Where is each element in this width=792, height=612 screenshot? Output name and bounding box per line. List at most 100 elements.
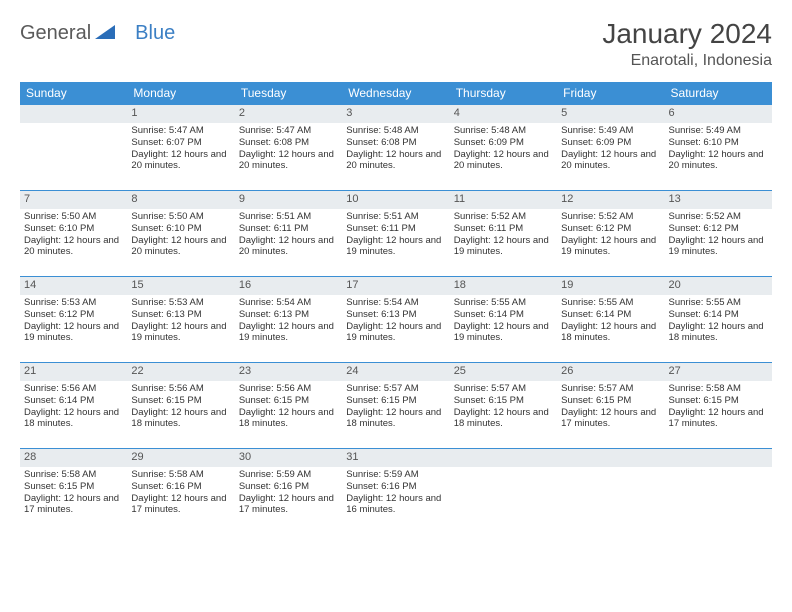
daylight-text: Daylight: 12 hours and 18 minutes. xyxy=(24,407,123,431)
sunrise-text: Sunrise: 5:49 AM xyxy=(561,125,660,137)
weekday-header: Sunday xyxy=(20,82,127,105)
sunset-text: Sunset: 6:07 PM xyxy=(131,137,230,149)
day-number: 31 xyxy=(342,449,449,467)
day-number: 6 xyxy=(665,105,772,123)
sunrise-text: Sunrise: 5:52 AM xyxy=(669,211,768,223)
day-number: 13 xyxy=(665,191,772,209)
calendar-cell: 28Sunrise: 5:58 AMSunset: 6:15 PMDayligh… xyxy=(20,449,127,535)
day-content: Sunrise: 5:53 AMSunset: 6:12 PMDaylight:… xyxy=(20,295,127,347)
sunset-text: Sunset: 6:10 PM xyxy=(669,137,768,149)
day-number: 4 xyxy=(450,105,557,123)
calendar-cell: 13Sunrise: 5:52 AMSunset: 6:12 PMDayligh… xyxy=(665,191,772,277)
day-content: Sunrise: 5:52 AMSunset: 6:12 PMDaylight:… xyxy=(665,209,772,261)
sunrise-text: Sunrise: 5:56 AM xyxy=(239,383,338,395)
day-content: Sunrise: 5:58 AMSunset: 6:15 PMDaylight:… xyxy=(20,467,127,519)
sunset-text: Sunset: 6:15 PM xyxy=(561,395,660,407)
sunset-text: Sunset: 6:09 PM xyxy=(561,137,660,149)
calendar-cell: 21Sunrise: 5:56 AMSunset: 6:14 PMDayligh… xyxy=(20,363,127,449)
calendar-row: 7Sunrise: 5:50 AMSunset: 6:10 PMDaylight… xyxy=(20,191,772,277)
header: General Blue January 2024 Enarotali, Ind… xyxy=(20,18,772,70)
day-number: 1 xyxy=(127,105,234,123)
sunset-text: Sunset: 6:15 PM xyxy=(24,481,123,493)
weekday-header: Friday xyxy=(557,82,664,105)
sunset-text: Sunset: 6:11 PM xyxy=(239,223,338,235)
sunset-text: Sunset: 6:13 PM xyxy=(131,309,230,321)
day-number: 28 xyxy=(20,449,127,467)
daylight-text: Daylight: 12 hours and 19 minutes. xyxy=(561,235,660,259)
calendar-row: 21Sunrise: 5:56 AMSunset: 6:14 PMDayligh… xyxy=(20,363,772,449)
sunset-text: Sunset: 6:10 PM xyxy=(131,223,230,235)
day-number: 24 xyxy=(342,363,449,381)
title-block: January 2024 Enarotali, Indonesia xyxy=(602,18,772,70)
calendar-cell: 12Sunrise: 5:52 AMSunset: 6:12 PMDayligh… xyxy=(557,191,664,277)
logo: General Blue xyxy=(20,18,175,45)
weekday-header: Saturday xyxy=(665,82,772,105)
calendar-cell: 26Sunrise: 5:57 AMSunset: 6:15 PMDayligh… xyxy=(557,363,664,449)
sunrise-text: Sunrise: 5:50 AM xyxy=(24,211,123,223)
day-number: 2 xyxy=(235,105,342,123)
sunrise-text: Sunrise: 5:52 AM xyxy=(454,211,553,223)
day-number: 10 xyxy=(342,191,449,209)
day-content: Sunrise: 5:50 AMSunset: 6:10 PMDaylight:… xyxy=(127,209,234,261)
day-number: 11 xyxy=(450,191,557,209)
calendar-cell: 20Sunrise: 5:55 AMSunset: 6:14 PMDayligh… xyxy=(665,277,772,363)
calendar-cell: 2Sunrise: 5:47 AMSunset: 6:08 PMDaylight… xyxy=(235,105,342,191)
sunrise-text: Sunrise: 5:56 AM xyxy=(24,383,123,395)
sunrise-text: Sunrise: 5:53 AM xyxy=(24,297,123,309)
daylight-text: Daylight: 12 hours and 18 minutes. xyxy=(239,407,338,431)
day-number: 20 xyxy=(665,277,772,295)
day-content: Sunrise: 5:55 AMSunset: 6:14 PMDaylight:… xyxy=(450,295,557,347)
daylight-text: Daylight: 12 hours and 17 minutes. xyxy=(239,493,338,517)
sunset-text: Sunset: 6:15 PM xyxy=(454,395,553,407)
day-content: Sunrise: 5:55 AMSunset: 6:14 PMDaylight:… xyxy=(665,295,772,347)
calendar-cell: 7Sunrise: 5:50 AMSunset: 6:10 PMDaylight… xyxy=(20,191,127,277)
day-content: Sunrise: 5:48 AMSunset: 6:08 PMDaylight:… xyxy=(342,123,449,175)
day-content: Sunrise: 5:56 AMSunset: 6:15 PMDaylight:… xyxy=(127,381,234,433)
sunrise-text: Sunrise: 5:53 AM xyxy=(131,297,230,309)
day-content: Sunrise: 5:56 AMSunset: 6:15 PMDaylight:… xyxy=(235,381,342,433)
sunrise-text: Sunrise: 5:55 AM xyxy=(454,297,553,309)
sunrise-text: Sunrise: 5:50 AM xyxy=(131,211,230,223)
daylight-text: Daylight: 12 hours and 18 minutes. xyxy=(561,321,660,345)
logo-text-general: General xyxy=(20,22,91,45)
day-content: Sunrise: 5:54 AMSunset: 6:13 PMDaylight:… xyxy=(342,295,449,347)
daylight-text: Daylight: 12 hours and 19 minutes. xyxy=(669,235,768,259)
calendar-cell xyxy=(450,449,557,535)
calendar-cell: 17Sunrise: 5:54 AMSunset: 6:13 PMDayligh… xyxy=(342,277,449,363)
daylight-text: Daylight: 12 hours and 19 minutes. xyxy=(346,235,445,259)
day-content: Sunrise: 5:52 AMSunset: 6:11 PMDaylight:… xyxy=(450,209,557,261)
day-number: 30 xyxy=(235,449,342,467)
day-number: 16 xyxy=(235,277,342,295)
calendar-cell: 9Sunrise: 5:51 AMSunset: 6:11 PMDaylight… xyxy=(235,191,342,277)
daylight-text: Daylight: 12 hours and 20 minutes. xyxy=(669,149,768,173)
calendar-cell xyxy=(665,449,772,535)
sunset-text: Sunset: 6:13 PM xyxy=(346,309,445,321)
day-content: Sunrise: 5:57 AMSunset: 6:15 PMDaylight:… xyxy=(450,381,557,433)
sunset-text: Sunset: 6:08 PM xyxy=(346,137,445,149)
day-content: Sunrise: 5:59 AMSunset: 6:16 PMDaylight:… xyxy=(235,467,342,519)
sunrise-text: Sunrise: 5:59 AM xyxy=(346,469,445,481)
calendar-cell: 6Sunrise: 5:49 AMSunset: 6:10 PMDaylight… xyxy=(665,105,772,191)
day-number: 27 xyxy=(665,363,772,381)
sunrise-text: Sunrise: 5:48 AM xyxy=(346,125,445,137)
calendar-cell: 31Sunrise: 5:59 AMSunset: 6:16 PMDayligh… xyxy=(342,449,449,535)
calendar-cell: 25Sunrise: 5:57 AMSunset: 6:15 PMDayligh… xyxy=(450,363,557,449)
calendar-cell: 1Sunrise: 5:47 AMSunset: 6:07 PMDaylight… xyxy=(127,105,234,191)
sunset-text: Sunset: 6:09 PM xyxy=(454,137,553,149)
sunset-text: Sunset: 6:12 PM xyxy=(669,223,768,235)
day-content: Sunrise: 5:59 AMSunset: 6:16 PMDaylight:… xyxy=(342,467,449,519)
weekday-header: Tuesday xyxy=(235,82,342,105)
calendar-table: Sunday Monday Tuesday Wednesday Thursday… xyxy=(20,82,772,535)
day-content: Sunrise: 5:49 AMSunset: 6:10 PMDaylight:… xyxy=(665,123,772,175)
sunset-text: Sunset: 6:14 PM xyxy=(561,309,660,321)
weekday-header: Monday xyxy=(127,82,234,105)
day-number: 19 xyxy=(557,277,664,295)
daylight-text: Daylight: 12 hours and 20 minutes. xyxy=(239,235,338,259)
sunset-text: Sunset: 6:15 PM xyxy=(346,395,445,407)
calendar-cell: 22Sunrise: 5:56 AMSunset: 6:15 PMDayligh… xyxy=(127,363,234,449)
day-number: 14 xyxy=(20,277,127,295)
sunset-text: Sunset: 6:15 PM xyxy=(131,395,230,407)
sunset-text: Sunset: 6:14 PM xyxy=(454,309,553,321)
sunset-text: Sunset: 6:16 PM xyxy=(239,481,338,493)
daylight-text: Daylight: 12 hours and 19 minutes. xyxy=(239,321,338,345)
